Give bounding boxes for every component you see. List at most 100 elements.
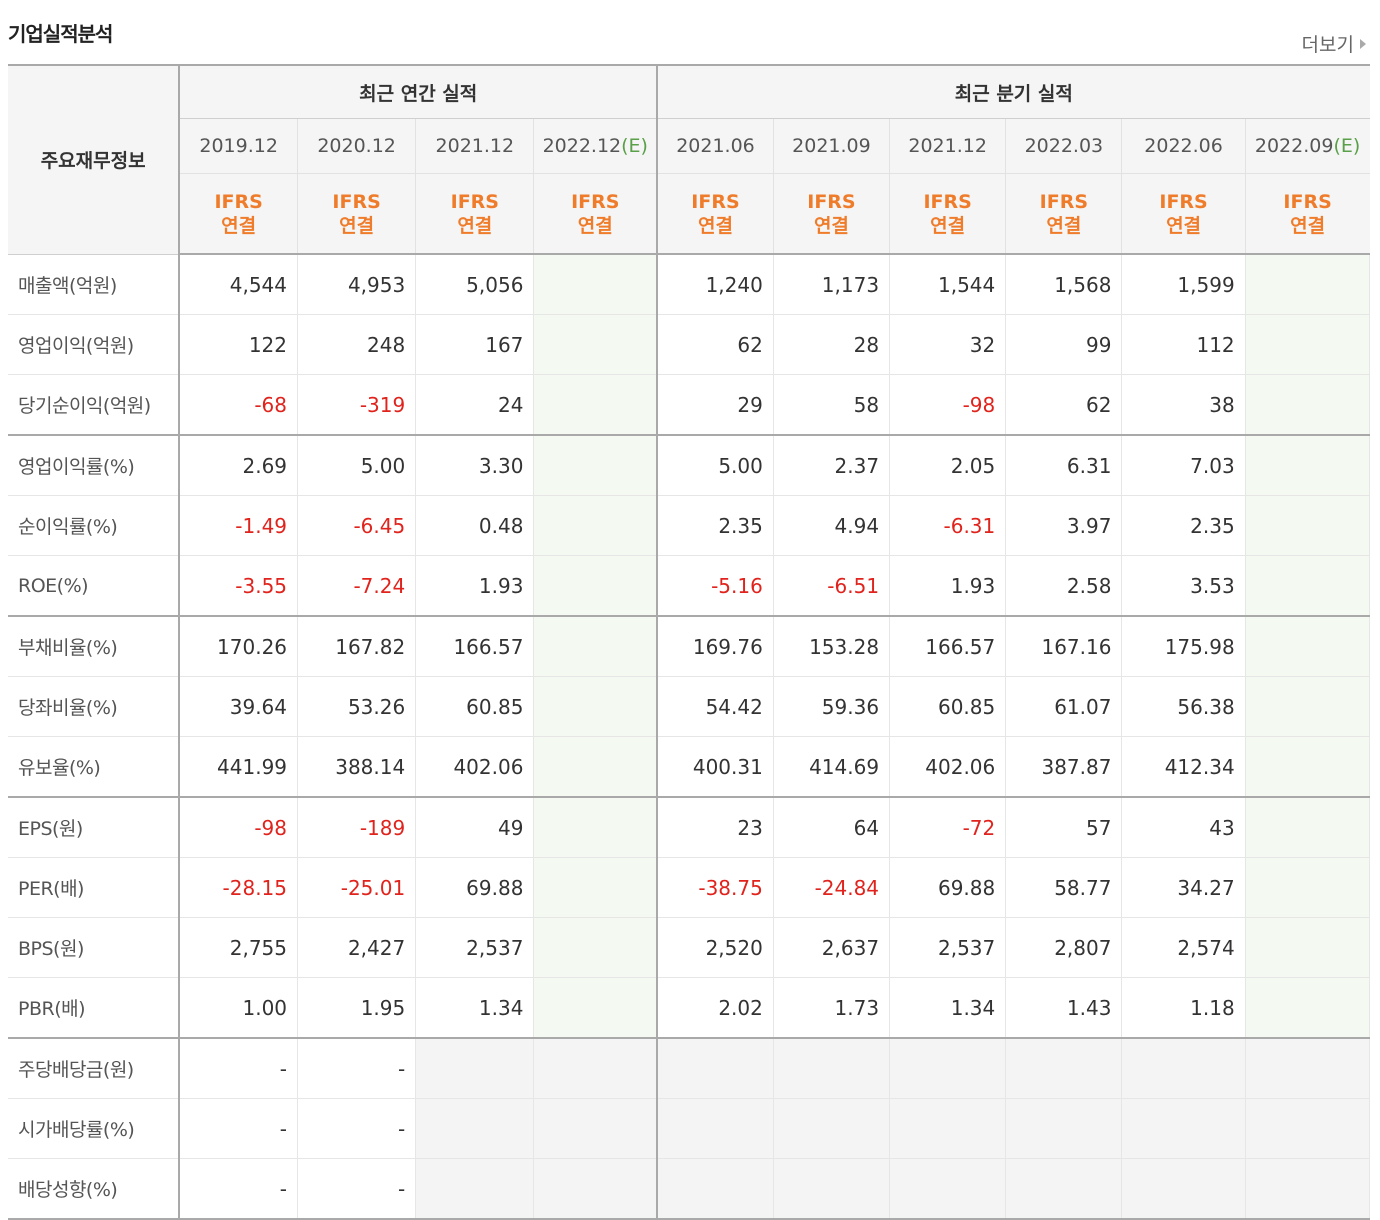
data-cell: 24 xyxy=(415,374,535,436)
data-cell: 441.99 xyxy=(179,736,299,798)
data-cell: 2.37 xyxy=(773,435,891,496)
data-cell: 2,637 xyxy=(773,917,891,978)
data-cell: 58 xyxy=(773,374,891,436)
data-cell: 4,953 xyxy=(297,254,417,315)
table-row: 당기순이익(억원) -68 -319 24 29 58 -98 62 38 xyxy=(8,374,1371,436)
data-cell xyxy=(533,1158,659,1220)
basis-line2: 연결 xyxy=(221,214,257,237)
data-cell: 5.00 xyxy=(657,435,774,496)
data-cell: 414.69 xyxy=(773,736,891,798)
data-cell: 60.85 xyxy=(415,676,535,737)
financial-table: 주요재무정보 최근 연간 실적 최근 분기 실적 2019.12 2020.12 2… xyxy=(8,64,1371,1220)
data-cell xyxy=(533,555,659,617)
basis-line2: 연결 xyxy=(1046,214,1082,237)
data-cell: -98 xyxy=(889,374,1007,436)
data-cell xyxy=(773,1098,891,1159)
period-label: 2022.12 xyxy=(542,135,622,157)
more-link-label: 더보기 xyxy=(1301,34,1354,56)
data-cell: 32 xyxy=(889,314,1007,375)
data-cell: -319 xyxy=(297,374,417,436)
row-label: 매출액(억원) xyxy=(8,254,181,315)
period-label: 2022.06 xyxy=(1144,135,1223,157)
table-row: 시가배당률(%) - - xyxy=(8,1098,1371,1159)
data-cell xyxy=(1005,1098,1123,1159)
data-cell: 61.07 xyxy=(1005,676,1123,737)
annual-group-header: 최근 연간 실적 xyxy=(179,64,659,119)
data-cell: 1.95 xyxy=(297,977,417,1039)
data-cell xyxy=(533,374,659,436)
data-cell: -24.84 xyxy=(773,857,891,918)
period-header: 2021.06 xyxy=(657,118,774,174)
period-label: 2021.12 xyxy=(908,135,987,157)
data-cell: 60.85 xyxy=(889,676,1007,737)
data-cell: 62 xyxy=(1005,374,1123,436)
table-row: BPS(원) 2,755 2,427 2,537 2,520 2,637 2,537 2,80… xyxy=(8,917,1371,978)
data-cell: 43 xyxy=(1121,797,1246,858)
basis-line2: 연결 xyxy=(1166,214,1202,237)
data-cell: 402.06 xyxy=(415,736,535,798)
basis-line1: IFRS xyxy=(1039,190,1089,213)
period-header: 2021.09 xyxy=(773,118,891,174)
table-row: 매출액(억원) 4,544 4,953 5,056 1,240 1,173 1,544 1,5… xyxy=(8,254,1371,315)
data-cell: 4,544 xyxy=(179,254,299,315)
data-cell: 7.03 xyxy=(1121,435,1246,496)
data-cell: 167.16 xyxy=(1005,616,1123,677)
data-cell: 169.76 xyxy=(657,616,774,677)
data-cell: -189 xyxy=(297,797,417,858)
row-header-label: 주요재무정보 xyxy=(8,64,181,255)
row-label: 주당배당금(원) xyxy=(8,1038,181,1099)
data-cell: 153.28 xyxy=(773,616,891,677)
data-cell: -5.16 xyxy=(657,555,774,617)
row-label: 배당성향(%) xyxy=(8,1158,181,1220)
data-cell: 167 xyxy=(415,314,535,375)
data-cell: -6.51 xyxy=(773,555,891,617)
basis-header: IFRS 연결 xyxy=(1245,173,1370,255)
data-cell: 1,240 xyxy=(657,254,774,315)
data-cell xyxy=(657,1158,774,1220)
basis-header: IFRS 연결 xyxy=(297,173,417,255)
data-cell xyxy=(533,977,659,1039)
data-cell xyxy=(889,1038,1007,1099)
period-label: 2021.06 xyxy=(676,135,755,157)
row-label: 영업이익률(%) xyxy=(8,435,181,496)
data-cell xyxy=(415,1038,535,1099)
table-row: 순이익률(%) -1.49 -6.45 0.48 2.35 4.94 -6.31 3.97 2.… xyxy=(8,495,1371,556)
data-cell xyxy=(533,797,659,858)
data-cell: 2.05 xyxy=(889,435,1007,496)
data-cell: 2,537 xyxy=(415,917,535,978)
data-cell: 62 xyxy=(657,314,774,375)
data-cell: 69.88 xyxy=(415,857,535,918)
data-cell: 1.18 xyxy=(1121,977,1246,1039)
basis-line2: 연결 xyxy=(698,214,733,237)
row-label: 당기순이익(억원) xyxy=(8,374,181,436)
data-cell xyxy=(1245,374,1371,436)
data-cell: 1,544 xyxy=(889,254,1007,315)
basis-header: IFRS 연결 xyxy=(773,173,891,255)
data-cell: 3.30 xyxy=(415,435,535,496)
table-row: 주당배당금(원) - - xyxy=(8,1038,1371,1099)
basis-line2: 연결 xyxy=(813,214,849,237)
basis-line2: 연결 xyxy=(457,214,493,237)
data-cell: -7.24 xyxy=(297,555,417,617)
data-cell xyxy=(1245,857,1371,918)
data-cell xyxy=(773,1038,891,1099)
data-cell xyxy=(889,1098,1007,1159)
data-cell: - xyxy=(297,1038,417,1099)
data-cell: 2,537 xyxy=(889,917,1007,978)
data-cell xyxy=(415,1098,535,1159)
data-cell xyxy=(1245,1038,1371,1099)
data-cell: 54.42 xyxy=(657,676,774,737)
period-label: 2019.12 xyxy=(199,135,278,157)
basis-row: IFRS 연결 IFRS 연결 IFRS 연결 IFRS 연결 IFRS 연결 IFRS 연결 IFRS… xyxy=(8,173,1370,255)
data-cell: 69.88 xyxy=(889,857,1007,918)
basis-header: IFRS 연결 xyxy=(179,173,299,255)
table-row: 유보율(%) 441.99 388.14 402.06 400.31 414.69 402.… xyxy=(8,736,1371,798)
table-row: 당좌비율(%) 39.64 53.26 60.85 54.42 59.36 60.85 61.… xyxy=(8,676,1371,737)
more-link[interactable]: 더보기 xyxy=(1302,30,1366,57)
period-header: 2021.12 xyxy=(889,118,1007,174)
data-cell: 166.57 xyxy=(889,616,1007,677)
data-cell: 5,056 xyxy=(415,254,535,315)
data-cell: - xyxy=(297,1158,417,1220)
data-cell xyxy=(1245,495,1371,556)
data-cell xyxy=(415,1158,535,1220)
